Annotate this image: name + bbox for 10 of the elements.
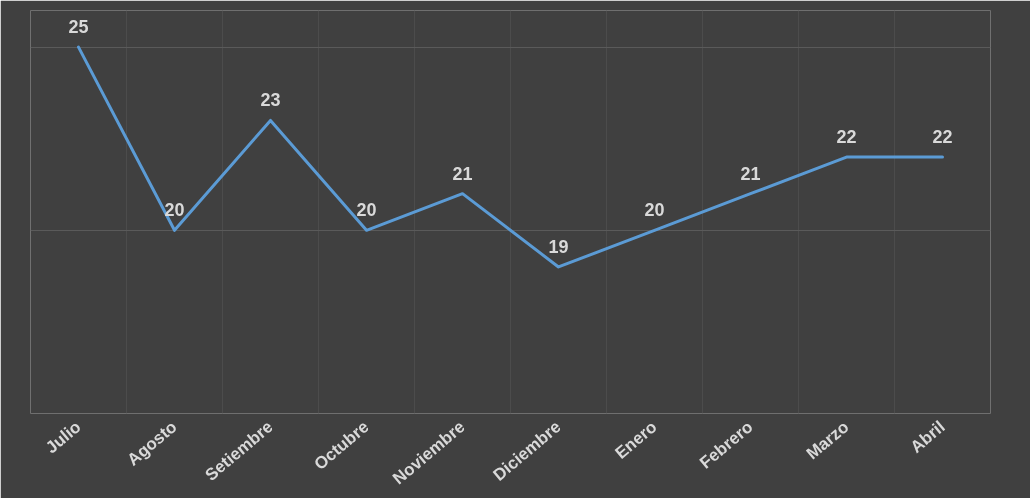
data-label: 20 [644,200,665,221]
data-label: 25 [68,17,89,38]
data-label: 22 [932,127,953,148]
data-label: 23 [260,90,281,111]
data-label: 22 [836,127,857,148]
data-label: 20 [356,200,377,221]
data-label: 20 [164,200,185,221]
data-label: 19 [548,236,569,257]
data-label: 21 [452,163,473,184]
data-label: 21 [740,163,761,184]
